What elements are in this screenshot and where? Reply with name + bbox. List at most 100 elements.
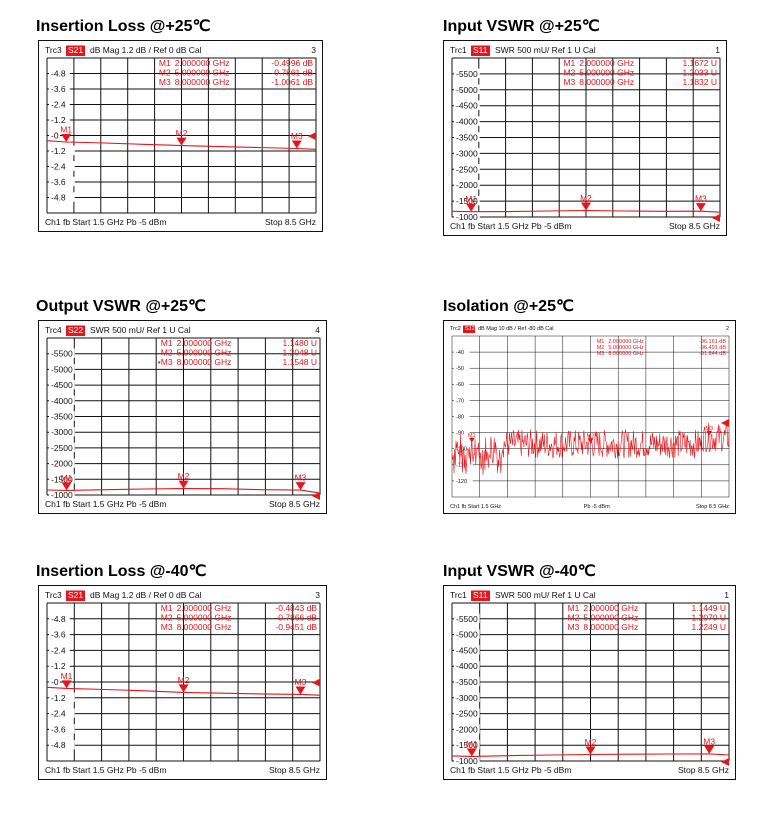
tick-label-bg xyxy=(49,676,60,687)
header-text: dB Mag 1.2 dB / Ref 0 dB Cal xyxy=(90,45,202,55)
tick-label-bg xyxy=(454,84,480,95)
marker-triangle xyxy=(466,748,477,757)
tick-label-bg xyxy=(49,99,70,109)
tick-label-bg xyxy=(454,164,480,174)
tick-label-bg xyxy=(454,412,470,420)
footer-start: Ch1 fb Start 1.5 GHz Pb -5 dBm xyxy=(45,765,166,775)
tick-label-bg xyxy=(454,211,480,222)
header-text: dB Mag 1.2 dB / Ref 0 dB Cal xyxy=(90,590,202,600)
marker-label: M1 xyxy=(466,739,478,749)
vna-screen: Trc1 S11 SWR 500 mU/ Ref 1 U Cal 1 -5500 -500… xyxy=(443,40,727,236)
param-badge xyxy=(66,590,85,601)
marker-table-freq: 5.000000 GHz xyxy=(579,68,634,78)
marker-triangle xyxy=(176,137,187,146)
y-tick-label: -4.8 xyxy=(51,740,66,750)
tick-label-bg xyxy=(454,739,480,750)
marker-triangle xyxy=(468,437,475,443)
marker-table-label: M2 xyxy=(161,613,173,623)
marker-label: M1 xyxy=(468,433,476,439)
tick-label-bg xyxy=(49,130,60,140)
y-tick-label: -2500 xyxy=(456,709,478,719)
chart-svg: Trc4 S22 SWR 500 mU/ Ref 1 U Cal 4 -5500 -500… xyxy=(45,325,321,509)
vna-screen: Trc2 S12 dB Mag 10 dB / Ref -80 dB Cal 2 -40… xyxy=(443,320,736,514)
tick-label-bg xyxy=(454,428,470,436)
tick-label-bg xyxy=(454,179,480,190)
chart-svg: Trc2 S12 dB Mag 10 dB / Ref -80 dB Cal 2 -40… xyxy=(450,325,730,510)
y-tick-label: -3.6 xyxy=(51,630,66,640)
y-tick-label: -3.6 xyxy=(51,84,66,94)
chart-panel-il-25: Insertion Loss @+25℃ Trc3 S21 dB Mag 1.2 d… xyxy=(36,16,326,241)
y-tick-label: -1000 xyxy=(456,212,478,222)
param-badge xyxy=(463,325,475,333)
trace-line xyxy=(46,686,321,696)
trace-number: 3 xyxy=(315,590,320,600)
chart-panel-il-m40: Insertion Loss @-40℃ Trc3 S21 dB Mag 1.2 d… xyxy=(36,561,331,786)
marker-table-value: -0.7861 dB xyxy=(271,68,313,78)
tick-label-bg xyxy=(49,660,70,671)
marker-triangle xyxy=(295,686,306,695)
y-tick-label: -1500 xyxy=(456,196,478,206)
marker-triangle xyxy=(587,438,594,444)
y-tick-label: -5500 xyxy=(51,349,73,359)
tick-label-bg xyxy=(49,739,75,750)
y-tick-label: -2500 xyxy=(51,443,73,453)
footer-stop: Stop 8.5 GHz xyxy=(696,504,729,510)
marker-table-label: M2 xyxy=(563,68,575,78)
y-tick-label: -4.8 xyxy=(51,192,66,202)
marker-table-freq: 5.000000 GHz xyxy=(608,345,644,351)
marker-table-value: -96.161 dB xyxy=(699,339,726,345)
trace-number: 3 xyxy=(311,45,316,55)
tick-label-bg xyxy=(49,489,75,500)
marker-table-freq: 8.000000 GHz xyxy=(579,77,634,87)
marker-label: M1 xyxy=(60,124,72,134)
y-tick-label: -5000 xyxy=(51,364,73,374)
y-tick-label: -80 xyxy=(456,414,464,420)
tick-label-bg xyxy=(454,444,473,452)
tick-label-bg xyxy=(49,379,75,390)
tick-label-bg xyxy=(49,692,75,703)
y-tick-label: -2.4 xyxy=(51,645,66,655)
marker-triangle xyxy=(61,133,72,142)
param-badge xyxy=(471,590,490,601)
marker-label: M2 xyxy=(580,193,592,203)
footer-power: Pb -5 dBm xyxy=(584,504,610,510)
chart-title: Input VSWR @-40℃ xyxy=(443,563,596,580)
y-tick-label: -1.2 xyxy=(51,693,66,703)
tick-label-bg xyxy=(454,348,470,355)
tick-label-bg xyxy=(49,629,70,639)
marker-table-freq: 8.000000 GHz xyxy=(177,622,232,632)
chart-panel-input-vswr-m40: Input VSWR @-40℃ Trc1 S11 SWR 500 mU/ Ref … xyxy=(443,561,738,786)
tick-label-bg xyxy=(454,132,480,142)
y-tick-label: -2.4 xyxy=(51,99,66,109)
param-label: S11 xyxy=(473,45,488,55)
marker-table-freq: 2.000000 GHz xyxy=(608,339,644,345)
marker-table-value: 1.1832 U xyxy=(683,77,718,87)
marker-label: M1 xyxy=(61,671,73,681)
y-tick-label: -2000 xyxy=(51,459,73,469)
marker-label: M2 xyxy=(178,675,190,685)
tick-label-bg xyxy=(49,426,75,437)
y-tick-label: -2500 xyxy=(456,164,478,174)
footer-start: Ch1 fb Start 1.5 GHz Pb -5 dBm xyxy=(45,217,166,227)
y-tick-label: -2.4 xyxy=(51,161,66,171)
marker-triangle xyxy=(178,480,189,489)
marker-table-freq: 8.000000 GHz xyxy=(608,351,644,357)
marker-triangle xyxy=(695,203,706,212)
marker-table-freq: 2.000000 GHz xyxy=(175,58,230,68)
marker-label: M3 xyxy=(705,426,713,432)
tick-label-bg xyxy=(49,68,70,78)
y-tick-label: -5000 xyxy=(456,85,478,95)
marker-table-value: 1.1672 U xyxy=(683,58,718,68)
marker-table-freq: 5.000000 GHz xyxy=(175,68,230,78)
marker-label: M2 xyxy=(585,737,597,747)
header-text: dB Mag 10 dB / Ref -80 dB Cal xyxy=(478,326,554,332)
y-tick-label: -120 xyxy=(456,479,467,485)
marker-table-label: M2 xyxy=(161,348,173,358)
marker-table-label: M3 xyxy=(568,622,580,632)
marker-label: M2 xyxy=(178,471,190,481)
marker-table-label: M3 xyxy=(563,77,575,87)
tick-label-bg xyxy=(454,724,480,734)
y-tick-label: -3500 xyxy=(456,132,478,142)
marker-table-freq: 2.000000 GHz xyxy=(579,58,634,68)
marker-table-value: 1.2048 U xyxy=(283,348,318,358)
